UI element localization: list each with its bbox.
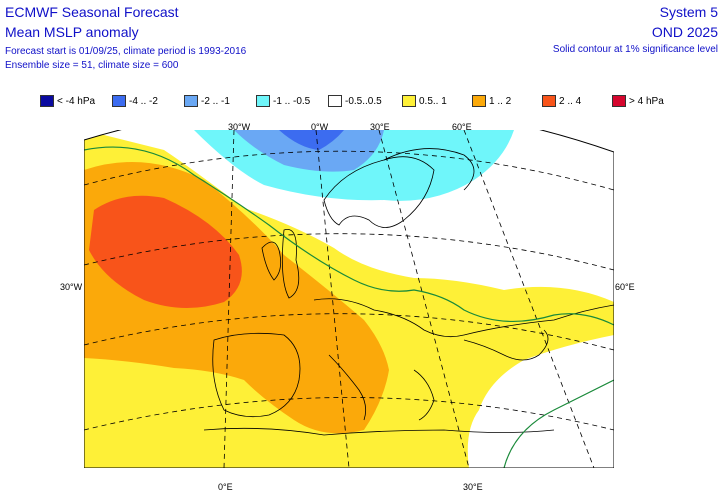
legend-swatch <box>542 95 556 107</box>
coastlines <box>203 148 614 436</box>
anomaly-fill-neg2-4 <box>279 130 344 150</box>
tick-left: 30°W <box>60 282 83 292</box>
ensemble-info: Ensemble size = 51, climate size = 600 <box>5 60 179 71</box>
legend-swatch <box>402 95 416 107</box>
legend-swatch <box>612 95 626 107</box>
tick-top-3: 30°E <box>370 122 390 132</box>
legend-item: -2 .. -1 <box>184 94 230 108</box>
legend-label: -1 .. -0.5 <box>273 95 311 107</box>
chart-title: ECMWF Seasonal Forecast <box>5 4 179 20</box>
legend-swatch <box>184 95 198 107</box>
anomaly-fill-neutral-east <box>467 335 614 468</box>
legend-label: 1 .. 2 <box>489 95 512 107</box>
legend-label: 2 .. 4 <box>559 95 582 107</box>
significance-contour <box>503 379 614 468</box>
anomaly-fill-neg1-2 <box>234 130 384 172</box>
legend-swatch <box>328 95 342 107</box>
map-frame <box>84 130 614 468</box>
legend-swatch <box>112 95 126 107</box>
significance-contour <box>84 146 614 326</box>
legend-label: -2 .. -1 <box>201 95 230 107</box>
anomaly-map <box>84 130 614 468</box>
significance-note: Solid contour at 1% significance level <box>552 44 718 55</box>
legend-swatch <box>472 95 486 107</box>
legend-item: 0.5.. 1 <box>402 94 447 108</box>
tick-top-1: 30°W <box>228 122 251 132</box>
legend-label: < -4 hPa <box>57 95 96 107</box>
legend-label: 0.5.. 1 <box>419 95 447 107</box>
legend-item: -0.5..0.5 <box>328 94 382 108</box>
legend-item: -1 .. -0.5 <box>256 94 310 108</box>
color-legend: < -4 hPa -4 .. -2 -2 .. -1 -1 .. -0.5 -0… <box>40 94 700 110</box>
tick-top-2: 0°W <box>311 122 329 132</box>
legend-item: 2 .. 4 <box>542 94 581 108</box>
tick-top-4: 60°E <box>452 122 472 132</box>
season-label: OND 2025 <box>651 24 718 40</box>
legend-label: > 4 hPa <box>629 95 664 107</box>
tick-bottom-1: 0°E <box>218 482 233 492</box>
chart-subtitle: Mean MSLP anomaly <box>5 24 139 40</box>
anomaly-fill-2-4 <box>89 195 242 309</box>
tick-bottom-2: 30°E <box>463 482 483 492</box>
legend-label: -4 .. -2 <box>129 95 158 107</box>
legend-item: > 4 hPa <box>612 94 664 108</box>
legend-item: -4 .. -2 <box>112 94 158 108</box>
legend-item: 1 .. 2 <box>472 94 511 108</box>
graticule <box>84 130 614 468</box>
legend-swatch <box>256 95 270 107</box>
tick-right: 60°E <box>615 282 635 292</box>
legend-label: -0.5..0.5 <box>345 95 382 107</box>
legend-swatch <box>40 95 54 107</box>
legend-item: < -4 hPa <box>40 94 95 108</box>
forecast-info: Forecast start is 01/09/25, climate peri… <box>5 46 247 57</box>
system-label: System 5 <box>659 4 718 20</box>
